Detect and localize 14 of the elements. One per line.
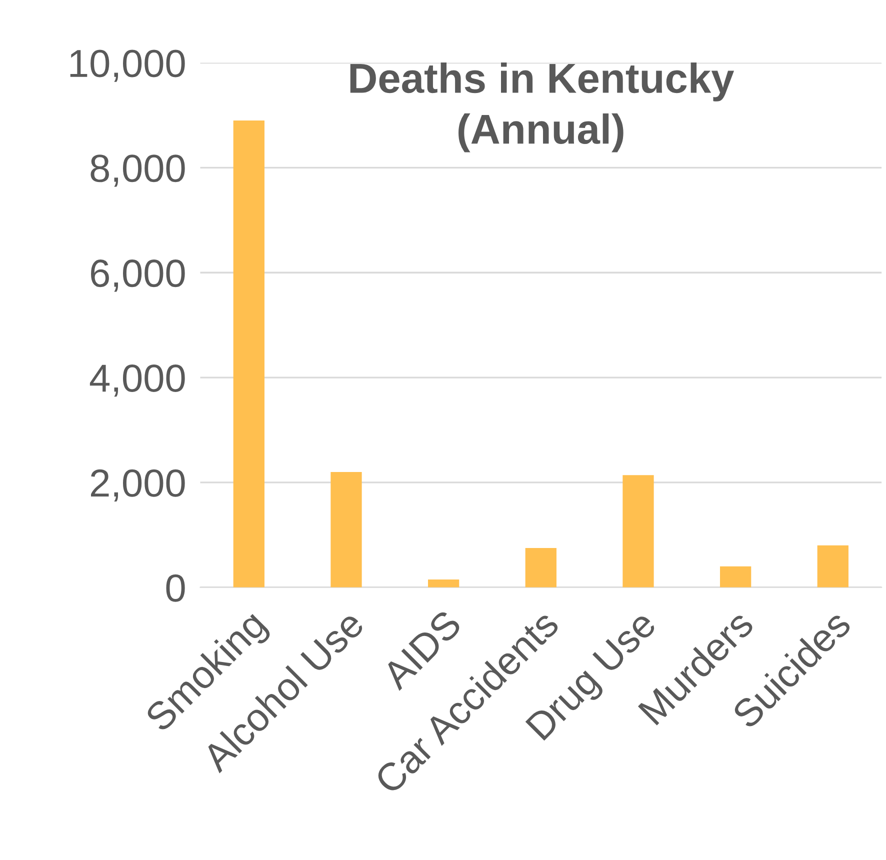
bar	[817, 545, 848, 588]
bar	[720, 566, 752, 588]
bar	[428, 580, 460, 588]
bar	[233, 120, 264, 588]
bar	[330, 472, 362, 588]
y-tick-label: 4,000	[90, 364, 185, 397]
bar	[525, 548, 556, 588]
y-tick-label: 6,000	[91, 260, 185, 292]
y-tick-label: 0	[166, 574, 185, 602]
bar	[622, 475, 654, 588]
text: Deaths in Kentucky (Annual)	[350, 62, 734, 152]
y-tick-label: 2,000	[90, 469, 185, 502]
y-tick-label: 10,000	[70, 50, 185, 82]
y-tick-label: 8,000	[90, 154, 185, 187]
